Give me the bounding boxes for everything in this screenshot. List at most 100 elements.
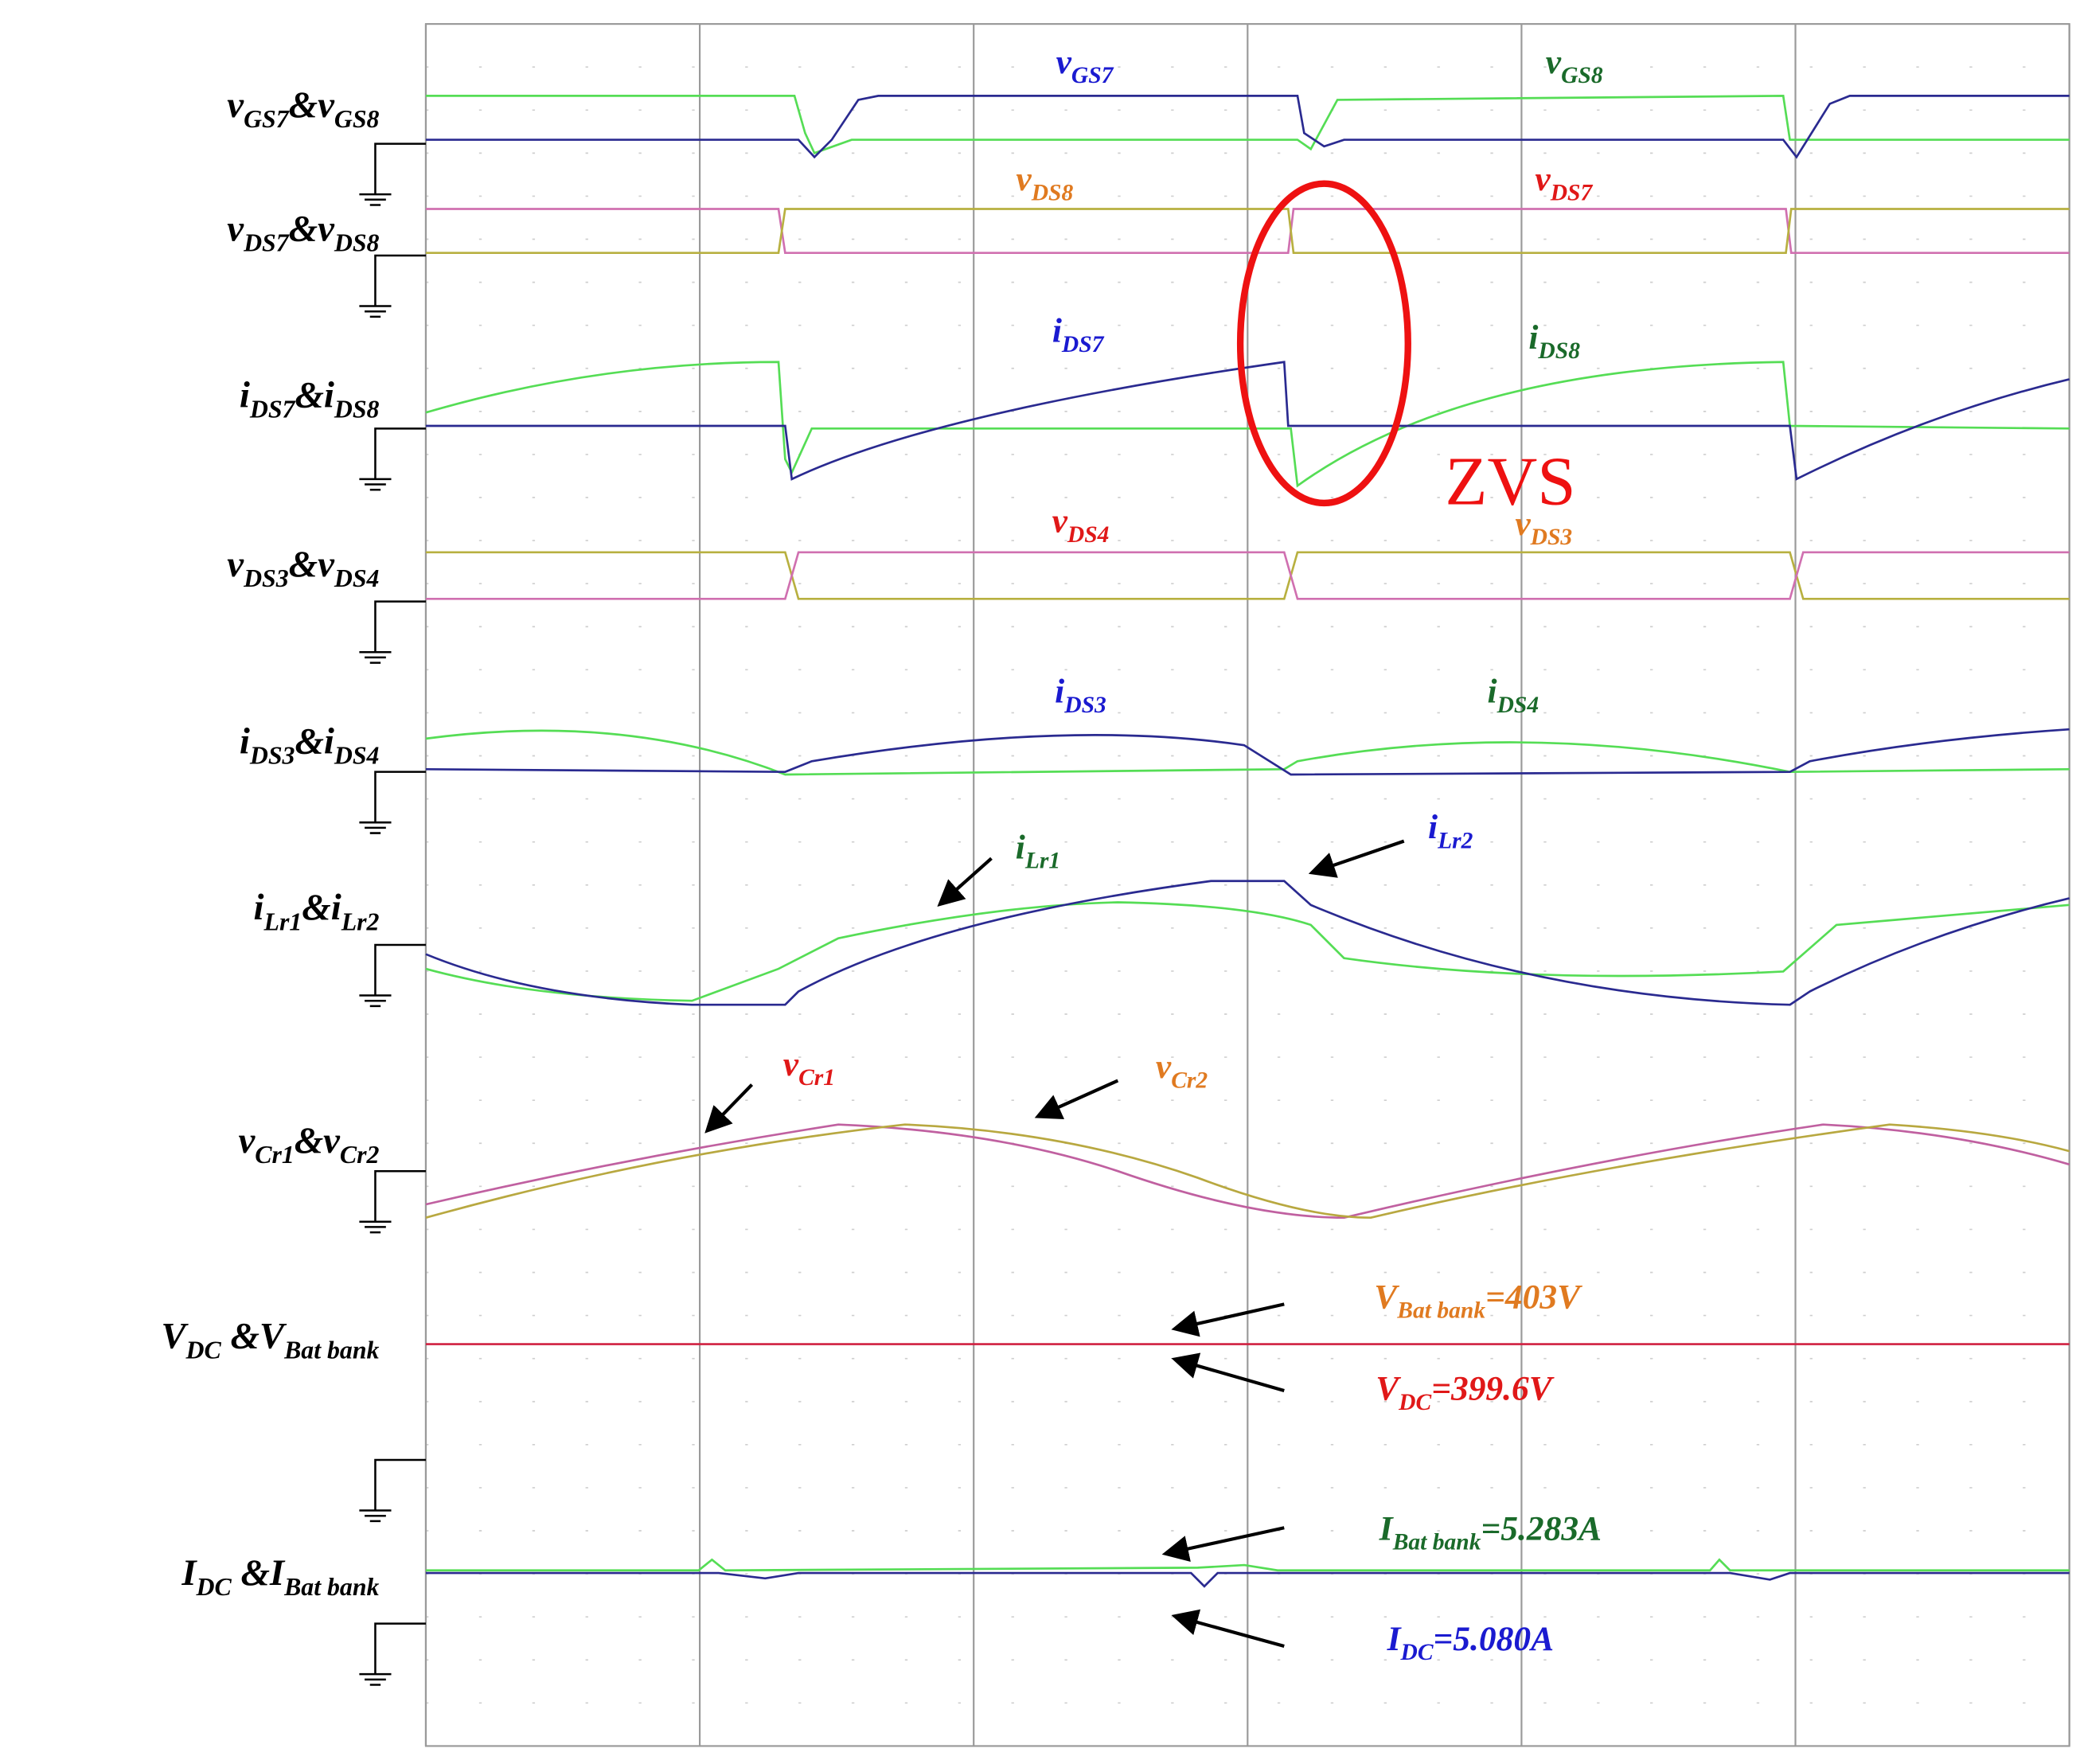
subscript: DS8	[334, 229, 380, 257]
subscript: DS8	[1537, 338, 1580, 364]
channel-label: vGS7&vGS8	[227, 84, 379, 133]
ground-symbol	[359, 1622, 426, 1686]
subscript: Bat bank	[283, 1573, 379, 1601]
arrow	[1171, 1302, 1285, 1337]
annotation: IBat bank=5.283A	[1379, 1509, 1602, 1555]
subscript: DS7	[249, 396, 296, 423]
subscript: Lr2	[341, 907, 380, 935]
channel-label: iLr1&iLr2	[254, 887, 380, 935]
subscript: DS8	[1031, 180, 1074, 205]
label-text: V	[1374, 1278, 1399, 1316]
subscript: Cr2	[1171, 1067, 1208, 1093]
waveform	[425, 1123, 2070, 1220]
ground-symbol	[359, 1458, 426, 1523]
label-text: V	[1376, 1370, 1401, 1408]
subscript: DS7	[243, 229, 290, 257]
label-text: &i	[295, 375, 334, 416]
label-text: v	[1016, 160, 1032, 198]
subscript: DC	[1398, 1390, 1431, 1415]
ground-symbol	[359, 771, 426, 834]
ground-symbols	[359, 142, 426, 1686]
subscript: DC	[185, 1337, 222, 1364]
waveform	[425, 361, 2070, 488]
subscript: DS4	[1067, 522, 1110, 548]
label-text: &v	[295, 1120, 341, 1161]
label-text: i	[240, 375, 250, 416]
arrow	[1171, 1609, 1285, 1649]
channel-label: iDS3&iDS4	[240, 720, 380, 769]
label-text: I	[1379, 1509, 1395, 1547]
annotation: vCr1	[783, 1045, 835, 1091]
label-text: &v	[289, 84, 335, 126]
waveform	[425, 729, 2070, 776]
ground-symbol	[359, 600, 426, 664]
channel-label: VDC &VBat bank	[161, 1316, 379, 1364]
subscript: DS3	[249, 741, 295, 769]
annotation: vGS7	[1056, 43, 1114, 88]
label-text: v	[1515, 505, 1531, 543]
annotation: VBat bank=403V	[1374, 1278, 1582, 1323]
subscript: DS3	[243, 564, 289, 592]
subscript: Lr1	[1024, 848, 1060, 873]
arrow	[1308, 839, 1405, 878]
label-text: I	[1387, 1620, 1403, 1658]
subscript: GS7	[1071, 63, 1114, 88]
channel-labels: vGS7&vGS8vDS7&vDS8iDS7&iDS8vDS3&vDS4iDS3…	[161, 84, 379, 1601]
subscript: DS4	[334, 741, 380, 769]
annotation: vDS8	[1016, 160, 1073, 205]
subscript: Bat bank	[1396, 1298, 1485, 1324]
label-text: &v	[289, 544, 335, 585]
subscript: Bat bank	[1392, 1529, 1481, 1555]
label-text: &i	[302, 887, 341, 928]
subscript: DS3	[1530, 525, 1573, 550]
annotation: iDS8	[1528, 318, 1580, 364]
label-text: i	[240, 720, 250, 762]
subscript: DS7	[1550, 180, 1594, 205]
label-text: &I	[232, 1552, 286, 1594]
waveform	[425, 95, 2070, 159]
label-text: v	[1535, 160, 1551, 198]
waveform	[425, 208, 2070, 254]
label-text: =5.283A	[1481, 1509, 1602, 1547]
waveform	[425, 1123, 2070, 1220]
subscript: DS4	[334, 564, 380, 592]
waveform	[425, 95, 2070, 154]
waveform	[425, 1571, 2070, 1588]
subscript: Bat bank	[283, 1337, 379, 1364]
waveform	[425, 728, 2070, 776]
annotation: IDC=5.080A	[1387, 1620, 1554, 1665]
ground-symbol	[359, 254, 426, 318]
subscript: Cr1	[255, 1141, 295, 1169]
label-text: v	[783, 1045, 799, 1083]
label-text: =399.6V	[1431, 1370, 1555, 1408]
label-text: v	[227, 209, 244, 250]
waveform	[425, 880, 2070, 1006]
label-text: v	[1056, 43, 1072, 81]
subscript: DC	[1400, 1640, 1434, 1665]
label-text: I	[181, 1552, 197, 1594]
label-text: v	[238, 1120, 256, 1161]
label-text: i	[1052, 312, 1062, 350]
waveform	[425, 551, 2070, 600]
subscript: DS8	[334, 396, 380, 423]
arrow	[1161, 1526, 1285, 1562]
annotation: vDS4	[1052, 502, 1110, 548]
scope-grid	[424, 23, 2070, 1747]
label-text: V	[161, 1316, 189, 1357]
label-text: i	[1488, 673, 1497, 711]
waveforms	[425, 95, 2070, 1588]
label-text: i	[1016, 828, 1025, 866]
subscript: DS4	[1497, 693, 1539, 718]
ground-symbol	[359, 943, 426, 1008]
grid-border	[424, 23, 2070, 1747]
subscript: GS8	[1561, 63, 1603, 88]
annotation: iDS7	[1052, 312, 1105, 357]
label-text: v	[227, 84, 244, 126]
channel-label: vCr1&vCr2	[238, 1120, 379, 1169]
label-text: i	[1528, 318, 1538, 357]
subscript: DS3	[1063, 693, 1106, 718]
subscript: DC	[196, 1573, 232, 1601]
